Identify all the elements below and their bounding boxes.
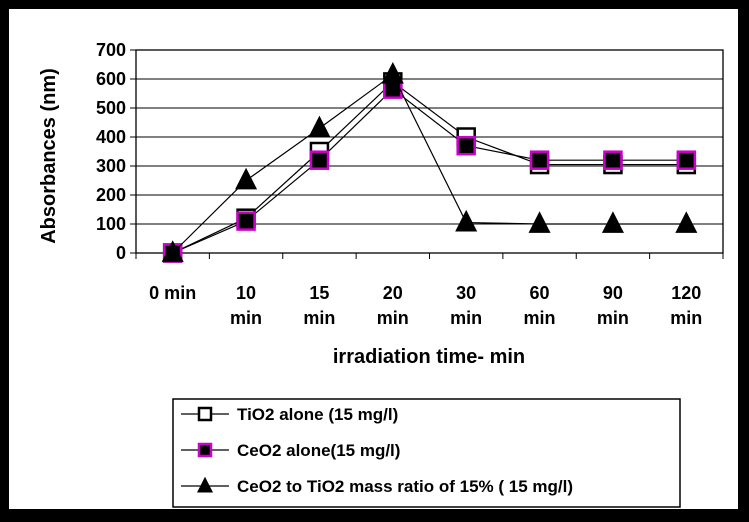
x-tick-label: 30 min — [450, 283, 482, 328]
data-point-triangle — [196, 476, 214, 493]
data-point-square — [309, 150, 330, 170]
data-point-square — [676, 150, 697, 170]
data-point-triangle — [455, 209, 478, 232]
data-point-square — [197, 442, 213, 458]
x-tick-label: 60 min — [524, 283, 556, 328]
series-line — [172, 73, 687, 254]
legend: TiO2 alone (15 mg/l) CeO2 alone(15 mg/l) C… — [172, 398, 681, 508]
legend-label: CeO2 to TiO2 mass ratio of 15% ( 15 mg/l… — [237, 477, 573, 496]
x-tick-label: 15 min — [303, 283, 335, 328]
data-point-triangle — [381, 61, 404, 84]
data-point-square — [529, 150, 550, 170]
data-point-square — [197, 406, 213, 422]
data-point-triangle — [528, 211, 551, 233]
data-point-triangle — [308, 115, 331, 138]
line-chart: 0 100 200 300 400 500 600 700 0 min 10 min 15 min 20… — [38, 40, 724, 508]
legend-label: TiO2 alone (15 mg/l) — [237, 405, 398, 424]
legend-item: TiO2 alone (15 mg/l) — [181, 405, 398, 424]
x-tick-label: 120 min — [670, 283, 702, 328]
x-tick-label: 90 min — [597, 283, 629, 328]
y-tick-label: 0 — [116, 243, 126, 263]
y-tick-label: 200 — [96, 185, 126, 205]
x-tick-label: 10 min — [230, 283, 262, 328]
data-point-square — [456, 135, 476, 156]
series-line — [172, 81, 687, 254]
data-point-triangle — [675, 211, 698, 233]
x-axis-title: irradiation time- min — [333, 346, 525, 368]
chart-frame: 0 100 200 300 400 500 600 700 0 min 10 min 15 min 20… — [9, 9, 738, 509]
y-tick-label: 300 — [96, 156, 126, 176]
data-point-square — [603, 150, 623, 170]
x-tick-label: 0 min — [149, 283, 196, 303]
x-tick-label: 20 min — [377, 283, 409, 328]
legend-label: CeO2 alone(15 mg/l) — [237, 441, 400, 460]
series-line — [172, 88, 687, 254]
y-tick-label: 100 — [96, 214, 126, 234]
y-tick-label: 500 — [96, 98, 126, 118]
data-point-triangle — [161, 240, 184, 262]
legend-item: CeO2 to TiO2 mass ratio of 15% ( 15 mg/l… — [181, 476, 573, 496]
data-point-triangle — [601, 211, 624, 233]
series-3 — [161, 61, 698, 262]
y-tick-label: 700 — [96, 40, 126, 60]
data-point-square — [236, 211, 256, 231]
data-point-triangle — [235, 167, 258, 190]
plot-area — [135, 49, 724, 254]
y-tick-label: 600 — [96, 69, 126, 89]
y-axis-title: Absorbances (nm) — [38, 68, 60, 244]
legend-item: CeO2 alone(15 mg/l) — [181, 441, 400, 460]
legend-box — [172, 398, 681, 508]
y-tick-label: 400 — [96, 127, 126, 147]
